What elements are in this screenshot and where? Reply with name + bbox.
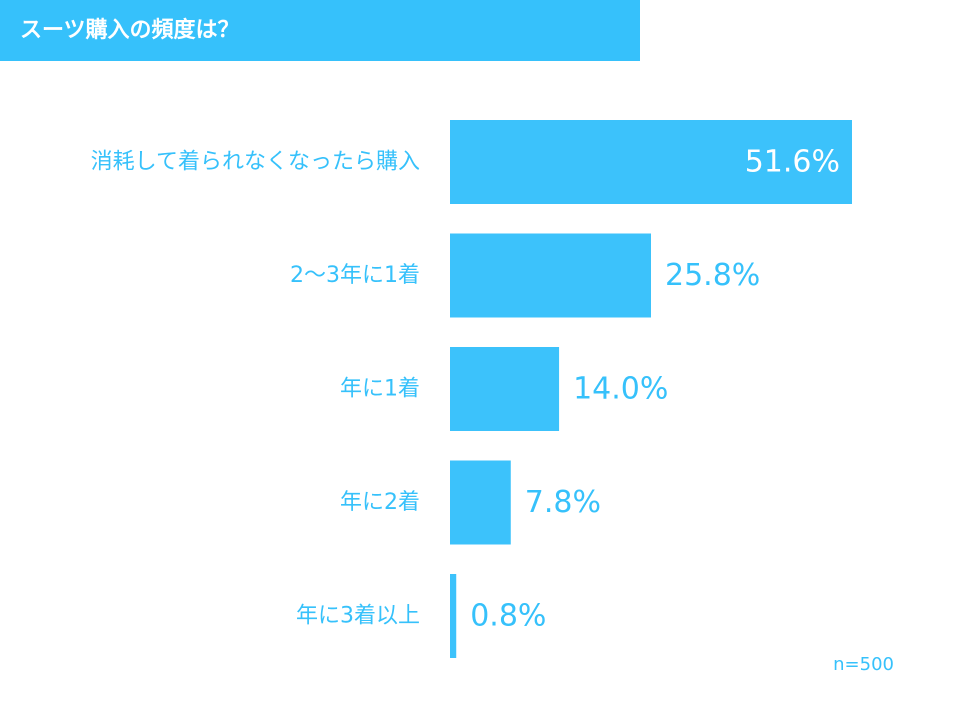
bar-2 [450, 233, 651, 318]
value-label-1: 51.6% [745, 145, 840, 180]
bar-5 [450, 574, 457, 658]
category-label-4: 年に2着 [340, 490, 420, 515]
category-label-2: 2～3年に1着 [290, 263, 420, 288]
chart-title: スーツ購入の頻度は？ [20, 18, 240, 43]
bar-1 [450, 120, 852, 204]
value-label-4: 7.8% [525, 485, 601, 520]
category-label-3: 年に1着 [340, 377, 420, 402]
category-label-5: 年に3着以上 [296, 604, 420, 629]
bar-4 [450, 460, 511, 545]
value-label-2: 25.8% [665, 258, 760, 293]
value-label-3: 14.0% [573, 372, 668, 407]
title-bar: スーツ購入の頻度は？ [0, 0, 640, 61]
bar-3 [450, 347, 560, 431]
category-label-1: 消耗して着られなくなったら購入 [91, 150, 420, 175]
sample-size-note: n=500 [833, 654, 894, 675]
value-label-5: 0.8% [470, 599, 546, 634]
